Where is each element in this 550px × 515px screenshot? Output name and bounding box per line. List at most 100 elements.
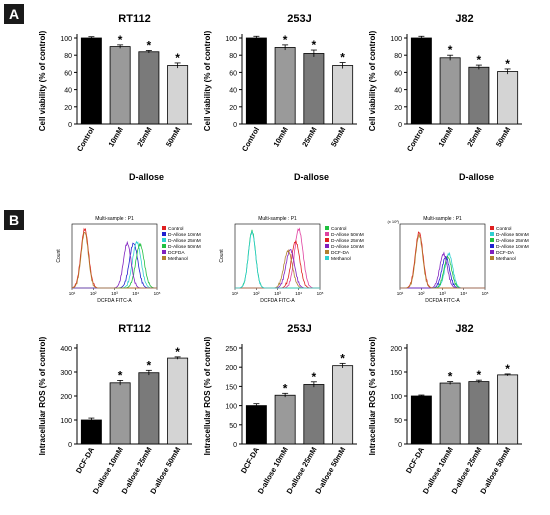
bar bbox=[80, 37, 102, 125]
y-axis-label: Intracellular ROS (% of control) bbox=[203, 336, 212, 455]
y-tick-label: 150 bbox=[390, 370, 402, 377]
y-tick-label: 0 bbox=[398, 122, 402, 129]
legend-swatch bbox=[162, 238, 166, 242]
chart-title: J82 bbox=[455, 13, 473, 25]
panel-label-a: A bbox=[4, 4, 24, 24]
x-tick-label: 10¹ bbox=[69, 291, 76, 296]
y-tick-label: 250 bbox=[225, 346, 237, 353]
legend-swatch bbox=[490, 244, 494, 248]
significance-mark: * bbox=[477, 53, 482, 67]
y-tick-label: 80 bbox=[64, 53, 72, 60]
y-tick-label: 300 bbox=[60, 370, 72, 377]
y-tick-label: 0 bbox=[398, 442, 402, 449]
bar bbox=[167, 65, 189, 125]
histogram-series bbox=[235, 249, 320, 289]
x-tick-label: D-allose 10mM bbox=[421, 446, 455, 496]
bar bbox=[303, 384, 325, 445]
y-axis-label: Intracellular ROS (% of control) bbox=[38, 336, 47, 455]
x-tick-label: 10¹ bbox=[232, 291, 239, 296]
y-tick-label: 0 bbox=[233, 122, 237, 129]
y-tick-label: 0 bbox=[233, 442, 237, 449]
viability-chart-rt112: RT112 0 20 40 60 80 100 Cell viability (% of co… bbox=[38, 13, 192, 182]
x-tick-label: DCF-DA bbox=[74, 445, 96, 475]
legend-swatch bbox=[162, 232, 166, 236]
y-tick-label: 20 bbox=[394, 105, 402, 112]
legend-label: D-Allose 50mM bbox=[496, 232, 529, 238]
significance-mark: * bbox=[283, 33, 288, 47]
x-tick-label: 10mM bbox=[436, 126, 454, 149]
legend-swatch bbox=[325, 232, 329, 236]
x-tick-label: 10³ bbox=[111, 291, 118, 296]
significance-mark: * bbox=[175, 345, 180, 359]
histogram-series bbox=[400, 251, 485, 289]
x-tick-label: D-allose 25mM bbox=[120, 446, 154, 496]
bar bbox=[80, 419, 102, 445]
bar bbox=[274, 47, 296, 125]
y-tick-label: 40 bbox=[229, 88, 237, 95]
y-axis-label: Cell viability (% of control) bbox=[38, 30, 47, 131]
bar bbox=[439, 57, 461, 125]
significance-mark: * bbox=[448, 43, 453, 57]
bar bbox=[109, 382, 131, 445]
y-tick-label: 100 bbox=[225, 36, 237, 43]
x-tick-label: 10⁴ bbox=[460, 291, 467, 296]
y-tick-label: 60 bbox=[394, 70, 402, 77]
legend-label: DCF-DA bbox=[331, 250, 350, 256]
x-tick-label: D-allose 25mM bbox=[450, 446, 484, 496]
legend-swatch bbox=[162, 226, 166, 230]
y-axis-label: Count bbox=[219, 249, 225, 263]
legend-swatch bbox=[490, 250, 494, 254]
legend-label: D-Allose 50mM bbox=[331, 232, 364, 238]
x-tick-label: 50mM bbox=[494, 126, 512, 149]
y-tick-label: 100 bbox=[60, 418, 72, 425]
x-tick-label: 10mM bbox=[106, 126, 124, 149]
legend-swatch bbox=[325, 238, 329, 242]
viability-chart-253j: 253J 0 20 40 60 80 100 Cell viability (% of con… bbox=[203, 13, 357, 182]
significance-mark: * bbox=[283, 381, 288, 395]
chart-title: Multi-sample : P1 bbox=[423, 216, 462, 222]
bar bbox=[109, 46, 131, 125]
significance-mark: * bbox=[340, 51, 345, 65]
y-tick-label: 20 bbox=[64, 105, 72, 112]
x-tick-label: D-allose 50mM bbox=[313, 446, 347, 496]
y-tick-label: 0 bbox=[68, 442, 72, 449]
legend-label: DCFDA bbox=[168, 250, 185, 256]
significance-mark: * bbox=[175, 51, 180, 65]
significance-mark: * bbox=[312, 38, 317, 52]
bar bbox=[303, 53, 325, 125]
x-axis-label: DCFDA FITC-A bbox=[260, 298, 295, 304]
y-axis-label: Intracellular ROS (% of control) bbox=[368, 336, 377, 455]
x-tick-label: 25mM bbox=[300, 126, 318, 149]
y-tick-label: 150 bbox=[225, 384, 237, 391]
panel-label-b: B bbox=[4, 210, 24, 230]
x-tick-label: 10⁴ bbox=[132, 291, 139, 296]
legend-label: Methanol bbox=[168, 256, 188, 262]
significance-mark: * bbox=[340, 351, 345, 365]
histogram-j82: Multi-sample : P1 (x 10²) 10¹ 10² 10³ 10⁴ 10⁵ D… bbox=[387, 216, 529, 304]
bar bbox=[138, 372, 160, 445]
legend-swatch bbox=[162, 244, 166, 248]
chart-title: Multi-sample : P1 bbox=[258, 216, 297, 222]
ros-chart-rt112: RT112 0 100 200 300 400 Intracellular ROS (% o… bbox=[38, 323, 192, 496]
histogram-series bbox=[72, 242, 157, 289]
legend-label: D-Allose 25mM bbox=[331, 238, 364, 244]
x-axis-label: DCFDA FITC-A bbox=[425, 298, 460, 304]
legend-label: Methanol bbox=[496, 256, 516, 262]
viability-chart-j82: J82 0 20 40 60 80 100 Cell viability (% of cont… bbox=[368, 13, 522, 182]
legend-swatch bbox=[325, 226, 329, 230]
x-tick-label: 25mM bbox=[135, 126, 153, 149]
histogram-253j: Multi-sample : P1 Count 10¹ 10² 10³ 10⁴ 10⁵ DCF… bbox=[219, 216, 364, 304]
x-axis-label: D-allose bbox=[129, 172, 164, 182]
x-tick-label: D-allose 10mM bbox=[91, 446, 125, 496]
x-tick-label: D-allose 50mM bbox=[478, 446, 512, 496]
legend-label: D-Allose 25mM bbox=[496, 238, 529, 244]
legend-swatch bbox=[490, 238, 494, 242]
x-tick-label: 10² bbox=[90, 291, 97, 296]
significance-mark: * bbox=[118, 33, 123, 47]
x-tick-label: 50mM bbox=[329, 126, 347, 149]
y-tick-label: 40 bbox=[394, 88, 402, 95]
y-tick-label: 80 bbox=[229, 53, 237, 60]
legend-swatch bbox=[490, 232, 494, 236]
significance-mark: * bbox=[118, 368, 123, 382]
x-tick-label: 10³ bbox=[274, 291, 281, 296]
